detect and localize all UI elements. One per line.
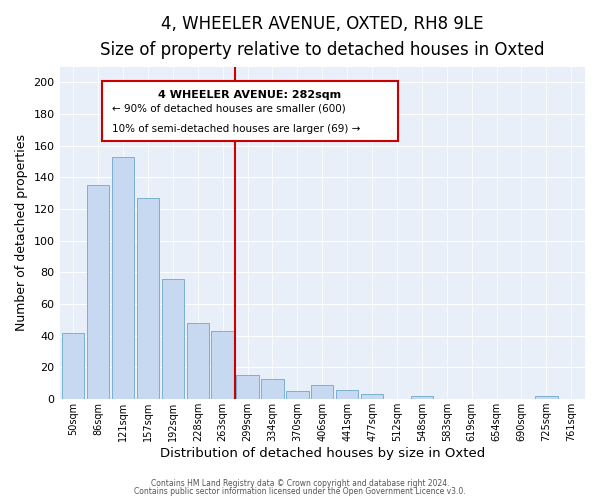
Title: 4, WHEELER AVENUE, OXTED, RH8 9LE
Size of property relative to detached houses i: 4, WHEELER AVENUE, OXTED, RH8 9LE Size o… (100, 15, 545, 60)
Bar (87, 186, 109, 399)
Bar (62, 332, 85, 399)
Bar (336, 390, 358, 399)
FancyBboxPatch shape (101, 82, 398, 142)
Bar (311, 385, 334, 399)
Bar (112, 157, 134, 399)
Bar (261, 378, 284, 399)
Text: Contains public sector information licensed under the Open Government Licence v3: Contains public sector information licen… (134, 487, 466, 496)
Text: 10% of semi-detached houses are larger (69) →: 10% of semi-detached houses are larger (… (112, 124, 361, 134)
Bar (286, 391, 308, 399)
Bar (211, 331, 234, 399)
X-axis label: Distribution of detached houses by size in Oxted: Distribution of detached houses by size … (160, 447, 485, 460)
Text: 4 WHEELER AVENUE: 282sqm: 4 WHEELER AVENUE: 282sqm (158, 90, 341, 100)
Y-axis label: Number of detached properties: Number of detached properties (15, 134, 28, 332)
Text: Contains HM Land Registry data © Crown copyright and database right 2024.: Contains HM Land Registry data © Crown c… (151, 478, 449, 488)
Bar (187, 323, 209, 399)
Bar (410, 396, 433, 399)
Bar (361, 394, 383, 399)
Bar (161, 279, 184, 399)
Bar (236, 376, 259, 399)
Text: ← 90% of detached houses are smaller (600): ← 90% of detached houses are smaller (60… (112, 104, 346, 114)
Bar (137, 198, 159, 399)
Bar (535, 396, 557, 399)
